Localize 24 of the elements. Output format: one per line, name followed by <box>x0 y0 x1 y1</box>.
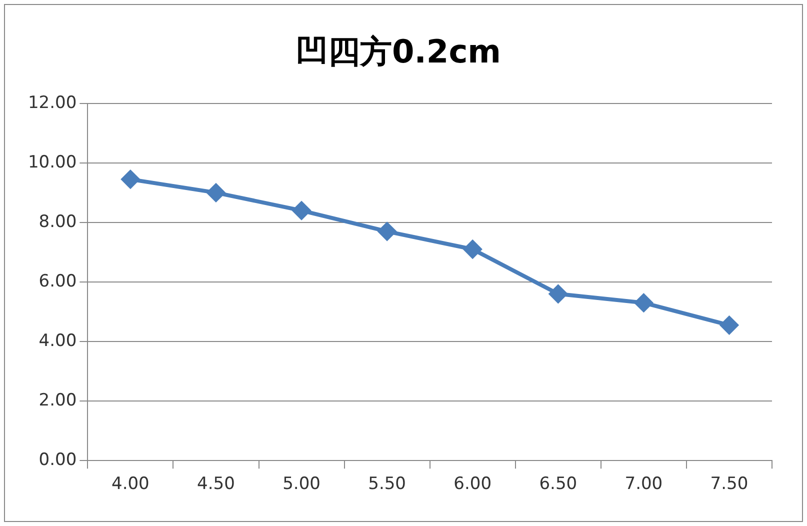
point <box>720 316 738 334</box>
point <box>549 284 568 303</box>
y-tick-label: 10.00 <box>28 152 77 172</box>
point <box>292 202 311 220</box>
y-tick-label: 8.00 <box>38 212 77 232</box>
chart-title: 凹四方0.2cm <box>296 32 501 71</box>
y-tick-label: 2.00 <box>38 390 77 410</box>
x-tick-label: 6.00 <box>454 474 492 494</box>
x-tick-label: 7.00 <box>624 474 663 494</box>
point <box>634 294 653 312</box>
point <box>121 170 140 188</box>
x-tick-label: 6.50 <box>539 474 578 494</box>
x-tick-label: 4.00 <box>112 474 150 494</box>
x-tick-label: 7.50 <box>710 474 748 494</box>
point <box>378 222 396 240</box>
point <box>464 240 482 258</box>
y-tick-label: 0.00 <box>38 450 77 470</box>
x-tick-label: 5.00 <box>282 474 320 494</box>
point <box>206 184 225 202</box>
y-tick-label: 12.00 <box>28 92 77 113</box>
y-tick-label: 4.00 <box>38 330 77 351</box>
x-tick-label: 4.50 <box>197 474 235 494</box>
y-tick-label: 6.00 <box>38 271 77 292</box>
x-tick-label: 5.50 <box>368 474 406 494</box>
